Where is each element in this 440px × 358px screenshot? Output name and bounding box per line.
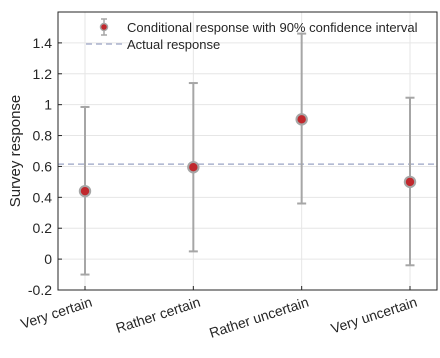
y-axis-ticks: -0.2 0 0.2 0.4 0.6 0.8 1 1.2 1.4 (28, 35, 62, 298)
y-tick-label: 0.2 (33, 220, 53, 236)
y-tick-label: 0 (44, 251, 52, 267)
data-point (295, 113, 308, 126)
x-tick-label: Rather certain (114, 294, 203, 336)
y-tick-label: 1.4 (33, 35, 53, 51)
legend-marker-swatch (99, 22, 109, 32)
y-tick-label: 0.4 (33, 189, 53, 205)
grid-lines (58, 12, 437, 291)
x-axis-ticks: Very certain Rather certain Rather uncerta… (19, 286, 419, 341)
x-tick-label: Very uncertain (329, 294, 419, 337)
legend-label-reference: Actual response (127, 37, 220, 52)
y-tick-label: 0.6 (33, 158, 53, 174)
data-point (78, 184, 92, 198)
legend: Conditional response with 90% confidence… (86, 18, 418, 52)
y-tick-label: 1 (44, 97, 52, 113)
x-tick-label: Rather uncertain (207, 294, 310, 341)
y-tick-label: -0.2 (28, 282, 52, 298)
x-tick-label: Very certain (19, 294, 94, 332)
data-point (403, 175, 417, 189)
legend-label-series: Conditional response with 90% confidence… (127, 20, 418, 35)
data-layer (78, 32, 417, 276)
y-tick-label: 1.2 (33, 66, 53, 82)
y-tick-label: 0.8 (33, 128, 53, 144)
y-axis-title: Survey response (7, 95, 24, 208)
plot-frame (57, 11, 438, 291)
data-point (187, 161, 200, 174)
